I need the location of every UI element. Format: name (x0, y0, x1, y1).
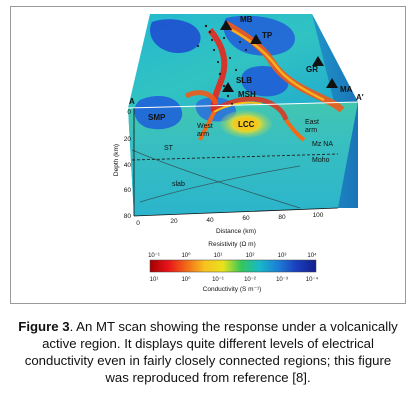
conductivity-tick: 10⁻² (244, 277, 256, 283)
resistor-blob (241, 66, 289, 97)
slab-line (139, 165, 301, 203)
depth-tick: 20 (124, 136, 132, 143)
label-east-arm-1: East (305, 119, 319, 126)
distance-tick: 0 (136, 220, 140, 227)
conductivity-tick: 10⁻⁴ (306, 276, 319, 283)
resistivity-tick: 10² (246, 253, 255, 259)
label-slab: slab (172, 181, 185, 188)
distance-tick: 80 (278, 214, 286, 221)
conductivity-tick: 10⁻¹ (212, 277, 224, 283)
label-west-arm-1: West (197, 123, 213, 130)
depth-tick: 0 (127, 109, 131, 116)
depth-tick: 80 (124, 213, 132, 220)
resistivity-tick: 10⁻¹ (148, 253, 160, 259)
label-mz-na: Mz NA (312, 141, 333, 148)
distance-tick: 60 (242, 215, 250, 222)
label-st: ST (164, 145, 174, 152)
resistor-blob (150, 19, 201, 54)
distance-tick: 20 (170, 218, 178, 225)
label-mb: MB (240, 15, 253, 24)
label-west-arm-2: arm (197, 131, 209, 138)
figure-caption: Figure 3. An MT scan showing the respons… (14, 318, 402, 386)
label-ma: MA (340, 85, 353, 94)
label-smp: SMP (148, 113, 166, 122)
distance-tick: 40 (206, 217, 214, 224)
resistivity-tick: 10⁰ (181, 252, 191, 259)
moho-line (131, 153, 339, 161)
label-east-arm-2: arm (305, 127, 317, 134)
label-moho: Moho (312, 157, 330, 164)
label-msh: MSH (238, 90, 256, 99)
label-a: A (129, 97, 135, 106)
resistivity-tick: 10⁴ (307, 252, 317, 259)
resistivity-title: Resistivity (Ω m) (208, 241, 255, 248)
depth-tick: 60 (124, 187, 132, 194)
colorbar (149, 259, 317, 273)
resistivity-tick: 10³ (278, 253, 287, 259)
label-gr: GR (306, 65, 318, 74)
label-tp: TP (262, 31, 273, 40)
distance-tick: 100 (313, 212, 324, 219)
conductivity-title: Conductivity (S m⁻¹) (203, 286, 262, 293)
conductivity-tick: 10⁰ (181, 276, 191, 283)
resistor-blob (223, 15, 295, 56)
seismicity-dots (196, 24, 248, 106)
label-slb: SLB (236, 76, 252, 85)
caption-label: Figure 3 (18, 319, 70, 334)
depth-axis-title: Depth (km) (113, 144, 120, 176)
caption-text: . An MT scan showing the response under … (24, 319, 398, 385)
volcano-markers (220, 20, 338, 92)
resistor-blob (134, 96, 183, 130)
depth-tick: 40 (124, 162, 132, 169)
distance-axis-line (133, 207, 339, 217)
resistivity-tick: 10¹ (214, 253, 223, 259)
conductivity-tick: 10⁻³ (276, 277, 288, 283)
label-a-prime: A' (356, 93, 364, 102)
mt-scan-figure: MB TP GR MA SLB MSH SMP LCC East arm Wes… (113, 14, 364, 293)
profile-line (127, 101, 359, 109)
label-lcc: LCC (238, 120, 255, 129)
conductivity-tick: 10¹ (150, 277, 159, 283)
distance-axis-title: Distance (km) (216, 228, 256, 235)
